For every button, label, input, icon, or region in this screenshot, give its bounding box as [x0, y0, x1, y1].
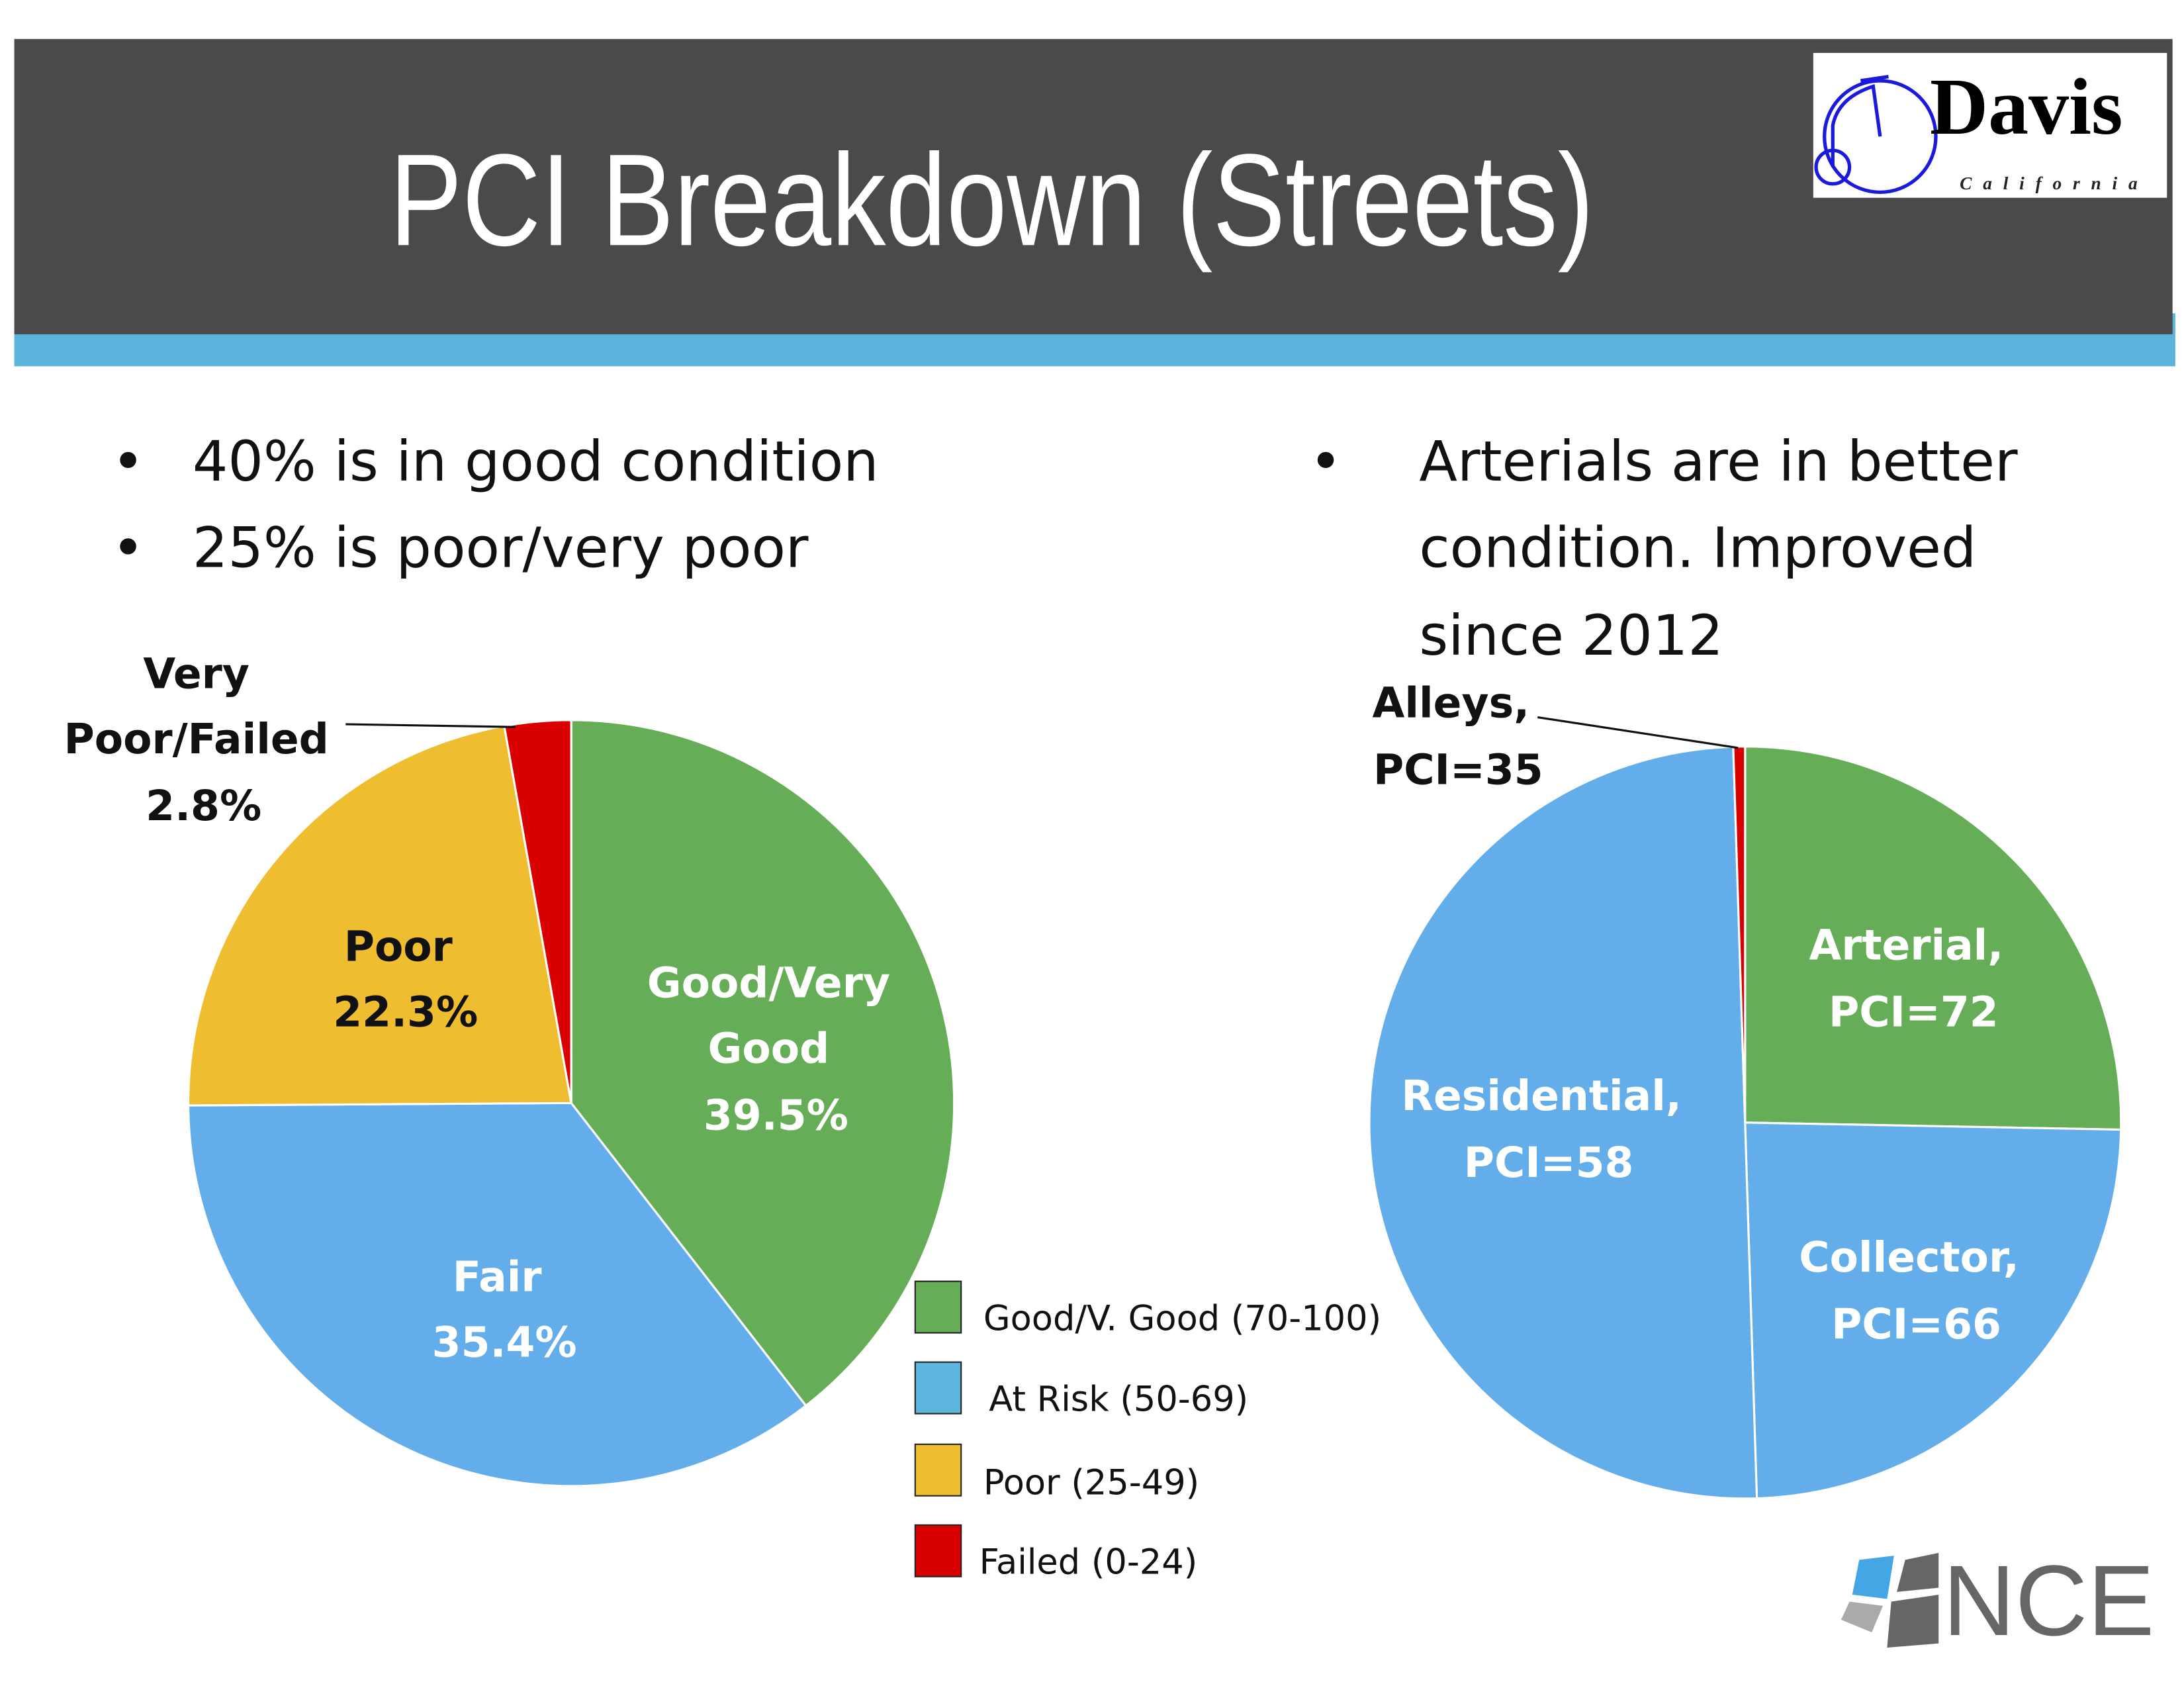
legend-label: Failed (0-24)	[979, 1542, 1198, 1582]
legend-swatch	[914, 1443, 962, 1497]
pie-chart-condition	[187, 719, 956, 1487]
svg-text:•: •	[112, 429, 145, 494]
slice-label-collector: Collector, PCI=66	[1799, 1233, 2033, 1348]
pie-slice-arterial	[1744, 745, 2122, 1131]
pie-slice-poor	[187, 724, 572, 1107]
svg-text:•: •	[112, 515, 145, 580]
leader-line-failed	[345, 723, 516, 728]
bullets-left: • 40% is in good condition • 25% is poor…	[112, 429, 879, 580]
slice-label-poor: Poor 22.3%	[333, 922, 478, 1037]
slice-label-good: Good/Very Good 39.5%	[647, 958, 905, 1139]
legend-label: At Risk (50-69)	[989, 1379, 1248, 1419]
bullet-text: 25% is poor/very poor	[193, 515, 809, 580]
slice-label-alleys: Alleys, PCI=35	[1373, 679, 1545, 794]
bullet-text: Arterials are in better	[1419, 429, 2018, 494]
svg-text:California: California	[1960, 173, 2148, 193]
page-title: PCI Breakdown (Streets)	[390, 126, 1594, 273]
svg-text:•: •	[1309, 429, 1342, 494]
slice-label-failed: Very Poor/Failed 2.8%	[64, 649, 343, 830]
nce-logo: NCE	[1841, 1545, 2154, 1657]
leader-line-alleys	[1537, 716, 1739, 749]
pie-slice-collector	[1744, 1121, 2122, 1500]
pie-slice-good-very-good	[570, 719, 956, 1407]
pie-chart-functional-class	[1368, 745, 2122, 1500]
slice-label-arterial: Arterial, PCI=72	[1809, 921, 2018, 1037]
legend-label: Good/V. Good (70-100)	[983, 1298, 1381, 1338]
svg-text:NCE: NCE	[1943, 1545, 2155, 1657]
legend-swatch	[914, 1361, 962, 1415]
slice-label-residential: Residential, PCI=58	[1401, 1071, 1696, 1187]
bullet-text: condition. Improved	[1419, 515, 1976, 580]
bullets-right: • Arterials are in better condition. Imp…	[1309, 429, 2018, 668]
pie-slice-residential	[1368, 745, 1758, 1500]
slice-label-fair: Fair 35.4%	[432, 1252, 577, 1366]
bicycle-icon	[1814, 75, 1938, 194]
bullet-text: 40% is in good condition	[193, 429, 879, 494]
bullet-text: since 2012	[1419, 603, 1723, 668]
legend-swatch	[914, 1524, 962, 1577]
legend-label: Poor (25-49)	[983, 1463, 1199, 1503]
svg-text:Davis: Davis	[1930, 62, 2123, 152]
title-banner	[14, 38, 2173, 334]
legend: Good/V. Good (70-100) At Risk (50-69) Po…	[914, 1280, 1381, 1582]
legend-swatch	[914, 1280, 962, 1334]
pie-slice-fair	[187, 1102, 807, 1487]
davis-logo: Davis California	[1813, 52, 2167, 198]
